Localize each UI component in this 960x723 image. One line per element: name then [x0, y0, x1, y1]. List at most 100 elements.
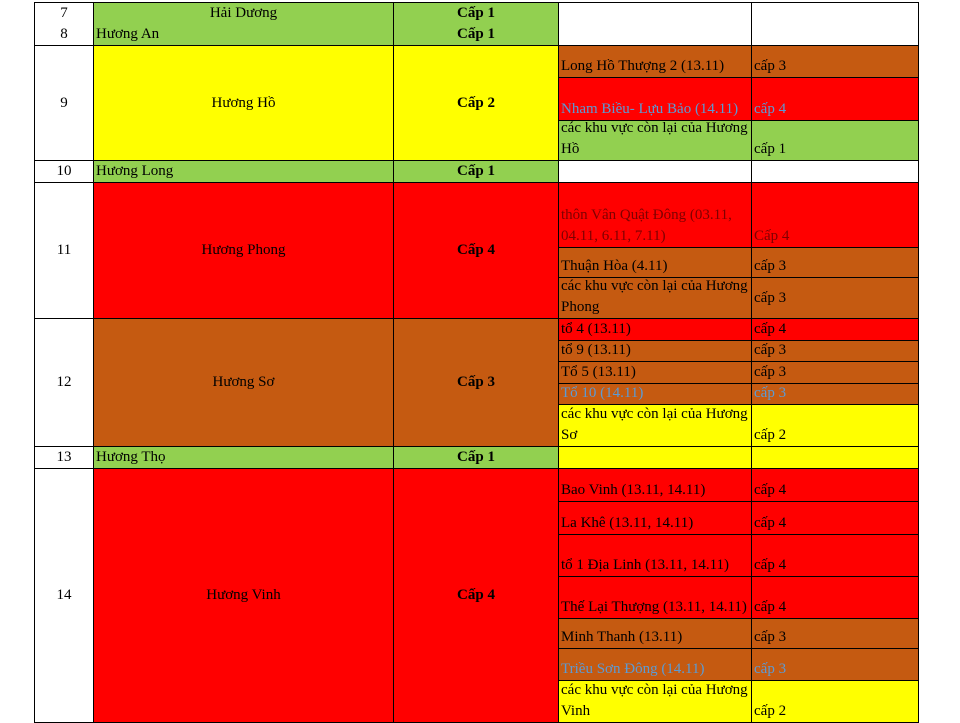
sub-area-level-text: cấp 3 [754, 58, 787, 74]
sub-area-level: cấp 4 [751, 534, 919, 577]
commune-level: Cấp 3 [393, 318, 559, 447]
sub-area: Thế Lại Thượng (13.11, 14.11) [558, 576, 752, 619]
sub-area [558, 2, 752, 46]
sub-area: Nham Biều- Lựu Bảo (14.11) [558, 77, 752, 121]
row-number-text: 14 [56, 587, 72, 603]
sub-area-level-text: Cấp 4 [754, 228, 790, 244]
sub-area-text: Bao Vinh (13.11, 14.11) [561, 482, 706, 498]
commune-name-text: Hương An [96, 26, 160, 42]
sub-area-level: cấp 3 [751, 277, 919, 319]
row-number-text: 10 [56, 163, 72, 179]
sub-area: Long Hồ Thượng 2 (13.11) [558, 45, 752, 78]
sub-area: các khu vực còn lại của Hương Sơ [558, 404, 752, 447]
row-number: 13 [34, 446, 94, 469]
sub-area-text: Tổ 5 (13.11) [561, 364, 636, 380]
row-number-text: 8 [60, 26, 68, 42]
row-number-text: 11 [56, 242, 72, 258]
sub-area-text: các khu vực còn lại của Hương Hồ [561, 120, 748, 157]
row-number-text: 13 [56, 449, 72, 465]
row-number: 10 [34, 160, 94, 183]
sub-area-level: cấp 2 [751, 680, 919, 723]
row-number: 14 [34, 468, 94, 723]
sub-area-level-text: cấp 4 [754, 515, 787, 531]
sub-area-text: thôn Vân Quật Đông (03.11, 04.11, 6.11, … [561, 207, 732, 244]
commune-name-text: Hương Thọ [96, 449, 166, 465]
sub-area-level-text: cấp 3 [754, 289, 787, 306]
sub-area-text: Long Hồ Thượng 2 (13.11) [561, 58, 725, 74]
sub-area-level [751, 446, 919, 469]
sub-area-level: cấp 2 [751, 404, 919, 447]
sub-area-level: cấp 3 [751, 340, 919, 362]
sub-area-text: các khu vực còn lại của Hương Vinh [561, 682, 748, 719]
sub-area-level-text: cấp 3 [754, 661, 787, 677]
commune-level: Cấp 1 Cấp 1 [393, 2, 559, 46]
sub-area-level-text: cấp 3 [754, 385, 787, 401]
commune-level-text: Cấp 3 [457, 374, 495, 390]
sub-area-text: La Khê (13.11, 14.11) [561, 515, 694, 531]
commune-name-text: Hương Hồ [211, 94, 276, 111]
commune-level-text: Cấp 4 [457, 587, 495, 603]
commune-level-text: Cấp 1 [457, 5, 495, 21]
sub-area-level: cấp 3 [751, 648, 919, 681]
sub-area-level-text: cấp 3 [754, 364, 787, 380]
sub-area-level: cấp 3 [751, 383, 919, 405]
commune-name: Hương Long [93, 160, 394, 183]
sub-area-level: cấp 4 [751, 576, 919, 619]
commune-name-text: Hải Dương [209, 5, 278, 21]
sub-area-text: Minh Thanh (13.11) [561, 629, 683, 645]
sub-area: Triều Sơn Đông (14.11) [558, 648, 752, 681]
sub-area-level-text: cấp 4 [754, 599, 787, 615]
sub-area-level: cấp 4 [751, 318, 919, 341]
commune-name: Hương Thọ [93, 446, 394, 469]
sub-area: các khu vực còn lại của Hương Phong [558, 277, 752, 319]
commune-name-text: Hương Sơ [212, 374, 275, 390]
sub-area: Thuận Hòa (4.11) [558, 247, 752, 278]
commune-level: Cấp 1 [393, 446, 559, 469]
sub-area-text: tổ 4 (13.11) [561, 321, 631, 337]
sub-area: thôn Vân Quật Đông (03.11, 04.11, 6.11, … [558, 182, 752, 248]
commune-name-text: Hương Vinh [206, 587, 281, 603]
commune-name-text: Hương Long [96, 163, 174, 179]
sub-area-text: Triều Sơn Đông (14.11) [561, 661, 705, 677]
row-number-text: 9 [60, 94, 68, 111]
row-number: 12 [34, 318, 94, 447]
commune-name: Hương Sơ [93, 318, 394, 447]
commune-level-text: Cấp 2 [457, 94, 495, 111]
sub-area: La Khê (13.11, 14.11) [558, 501, 752, 535]
sub-area-text: Tổ 10 (14.11) [561, 385, 644, 401]
sub-area: Bao Vinh (13.11, 14.11) [558, 468, 752, 502]
sub-area [558, 446, 752, 469]
commune-name: Hương Hồ [93, 45, 394, 161]
sub-area-level: cấp 3 [751, 618, 919, 649]
sub-area-level [751, 160, 919, 183]
sub-area-text: tổ 1 Địa Linh (13.11, 14.11) [561, 557, 730, 573]
sub-area-level [751, 2, 919, 46]
row-number-text: 7 [60, 5, 68, 21]
commune-level-text: Cấp 1 [457, 449, 495, 465]
commune-level: Cấp 4 [393, 182, 559, 319]
sub-area-level-text: cấp 4 [754, 557, 787, 573]
sub-area-level: cấp 4 [751, 77, 919, 121]
sub-area-text: tổ 9 (13.11) [561, 342, 631, 358]
sub-area-level-text: cấp 4 [754, 482, 787, 498]
commune-name: Hải Dương Hương An [93, 2, 394, 46]
sub-area-level-text: cấp 1 [754, 141, 787, 157]
sub-area: Minh Thanh (13.11) [558, 618, 752, 649]
sub-area [558, 160, 752, 183]
sub-area-level-text: cấp 4 [754, 101, 787, 117]
sub-area-text: các khu vực còn lại của Hương Phong [561, 278, 748, 315]
sub-area-level-text: cấp 3 [754, 342, 787, 358]
sub-area: các khu vực còn lại của Hương Hồ [558, 120, 752, 161]
commune-level: Cấp 2 [393, 45, 559, 161]
row-number: 11 [34, 182, 94, 319]
sub-area-level-text: cấp 3 [754, 258, 787, 274]
commune-level: Cấp 1 [393, 160, 559, 183]
commune-level-text: Cấp 4 [457, 242, 495, 258]
sub-area: Tổ 10 (14.11) [558, 383, 752, 405]
sub-area-text: các khu vực còn lại của Hương Sơ [561, 406, 748, 443]
sub-area: tổ 9 (13.11) [558, 340, 752, 362]
row-number: 9 [34, 45, 94, 161]
row-number-text: 12 [56, 374, 72, 390]
sub-area-level: cấp 3 [751, 361, 919, 384]
sub-area-text: Nham Biều- Lựu Bảo (14.11) [561, 101, 739, 117]
